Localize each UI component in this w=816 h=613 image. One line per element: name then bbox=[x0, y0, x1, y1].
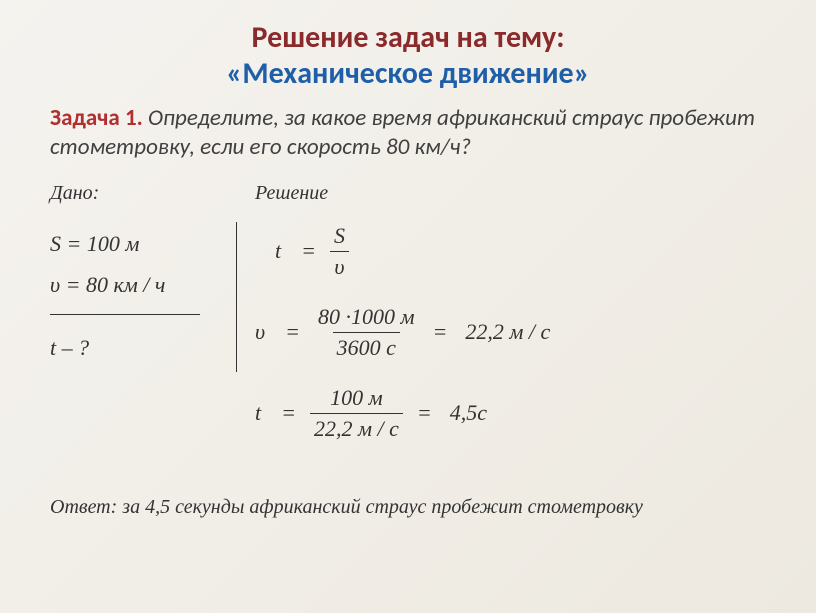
eq1-fraction: S υ bbox=[330, 223, 349, 280]
eq3-result: 4,5с bbox=[450, 400, 487, 426]
eq2-equals-2: = bbox=[433, 319, 448, 345]
eq1-num: S bbox=[330, 223, 349, 251]
work-area: Дано: S = 100 м υ = 80 км / ч t – ? Реше… bbox=[50, 182, 766, 466]
problem-label: Задача 1. bbox=[50, 104, 143, 132]
eq2-lhs: υ bbox=[255, 319, 265, 345]
eq3-equals: = bbox=[281, 400, 296, 426]
solution-column: Решение t = S υ υ = 80 ·1000 м 3600 с = … bbox=[235, 182, 766, 466]
equation-1: t = S υ bbox=[275, 223, 766, 280]
eq3-lhs: t bbox=[255, 400, 261, 426]
eq2-result: 22,2 м / с bbox=[465, 319, 550, 345]
equation-3: t = 100 м 22,2 м / с = 4,5с bbox=[255, 385, 766, 442]
eq3-num: 100 м bbox=[326, 385, 387, 413]
eq2-fraction: 80 ·1000 м 3600 с bbox=[314, 304, 419, 361]
given-header: Дано: bbox=[50, 182, 220, 205]
given-divider bbox=[50, 314, 200, 315]
eq3-equals-2: = bbox=[417, 400, 432, 426]
eq1-lhs: t bbox=[275, 238, 281, 264]
solution-header: Решение bbox=[255, 182, 766, 205]
eq2-equals: = bbox=[285, 319, 300, 345]
given-find: t – ? bbox=[50, 327, 220, 369]
eq1-equals: = bbox=[301, 238, 316, 264]
given-column: Дано: S = 100 м υ = 80 км / ч t – ? bbox=[50, 182, 235, 369]
vertical-divider bbox=[236, 222, 237, 372]
eq3-fraction: 100 м 22,2 м / с bbox=[310, 385, 403, 442]
slide-title: Решение задач на тему: «Механическое дви… bbox=[50, 20, 766, 92]
answer-text: Ответ: за 4,5 секунды африканский страус… bbox=[50, 496, 766, 519]
problem-statement: Задача 1. Определите, за какое время афр… bbox=[50, 104, 766, 162]
given-s: S = 100 м bbox=[50, 223, 220, 265]
slide: Решение задач на тему: «Механическое дви… bbox=[0, 0, 816, 539]
title-line-2: «Механическое движение» bbox=[226, 55, 590, 92]
problem-text: Определите, за какое время африканский с… bbox=[50, 104, 755, 161]
eq2-num: 80 ·1000 м bbox=[314, 304, 419, 332]
eq3-den: 22,2 м / с bbox=[310, 413, 403, 442]
title-line-1: Решение задач на тему: bbox=[251, 19, 564, 56]
eq2-den: 3600 с bbox=[333, 332, 400, 361]
given-items: S = 100 м υ = 80 км / ч t – ? bbox=[50, 223, 220, 369]
eq1-den: υ bbox=[330, 251, 348, 280]
given-v: υ = 80 км / ч bbox=[50, 264, 220, 306]
equation-2: υ = 80 ·1000 м 3600 с = 22,2 м / с bbox=[255, 304, 766, 361]
